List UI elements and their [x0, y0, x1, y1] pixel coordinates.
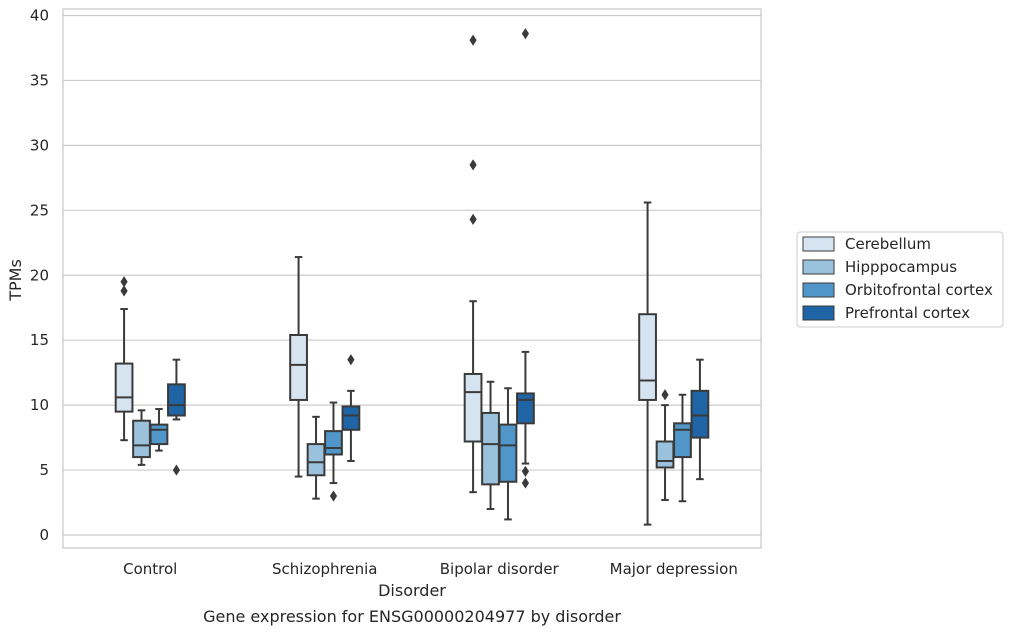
legend-swatch: [802, 282, 835, 298]
outlier-point: [469, 159, 477, 171]
box-plot-item: [149, 408, 169, 452]
box-iqr: [655, 440, 675, 469]
outlier-point: [120, 276, 128, 288]
box-iqr: [638, 313, 657, 401]
y-tick-label: 5: [39, 461, 49, 479]
outlier-point: [347, 354, 355, 366]
box-plot-item: [516, 28, 535, 489]
box-plot-item: [132, 409, 151, 466]
box-iqr: [167, 383, 186, 417]
x-tick-label: Control: [123, 560, 177, 578]
box-plot-item: [673, 393, 692, 503]
y-tick-label: 35: [30, 71, 49, 89]
y-tick-label: 20: [30, 266, 49, 284]
box-iqr: [306, 443, 326, 477]
box-plot-item: [481, 380, 500, 511]
box-plot-item: [655, 389, 675, 501]
outlier-point: [521, 28, 530, 40]
box-plot-item: [114, 276, 134, 442]
box-iqr: [149, 423, 169, 446]
y-tick-label: 25: [30, 201, 49, 219]
legend-label: Hipppocampus: [845, 258, 957, 276]
outlier-point: [120, 285, 128, 297]
y-tick-label: 30: [30, 136, 49, 154]
y-tick-label: 15: [30, 331, 49, 349]
legend-swatch: [802, 305, 835, 321]
box-iqr: [481, 411, 500, 486]
x-tick-label: Schizophrenia: [272, 560, 377, 578]
x-tick-labels: Control Schizophrenia Bipolar disorder Majo…: [123, 560, 738, 578]
outlier-point: [329, 490, 338, 502]
box-iqr: [463, 372, 483, 443]
box-plot-item: [463, 34, 483, 494]
box-plot-item: [289, 256, 308, 478]
legend: Cerebellum Hipppocampus Orbitofrontal cort…: [796, 231, 1004, 328]
outlier-point: [172, 464, 181, 476]
box-iqr: [324, 430, 343, 456]
legend-label: Prefrontal cortex: [845, 304, 970, 322]
box-iqr: [673, 422, 692, 459]
boxes: [114, 28, 710, 526]
outlier-point: [521, 465, 530, 477]
y-tick-label: 40: [30, 6, 49, 24]
chart-caption: Gene expression for ENSG00000204977 by d…: [203, 607, 621, 626]
legend-label: Orbitofrontal cortex: [845, 281, 993, 299]
box-iqr: [341, 405, 361, 431]
box-plot-item: [498, 387, 518, 521]
plot-frame: [62, 8, 762, 549]
legend-swatch: [802, 236, 835, 252]
box-iqr: [690, 389, 710, 439]
box-iqr: [289, 333, 308, 401]
y-tick-label: 0: [39, 526, 49, 544]
outlier-point: [661, 389, 669, 401]
outlier-point: [469, 213, 477, 226]
box-plot-item: [690, 358, 710, 481]
box-iqr: [114, 362, 134, 413]
outlier-point: [469, 34, 477, 46]
outlier-point: [521, 477, 530, 489]
y-tick-labels: 0 5 10 15 20 25 30 35 40: [30, 6, 49, 544]
box-plot-item: [638, 201, 657, 526]
box-iqr: [516, 392, 535, 425]
legend-swatch: [802, 259, 835, 275]
box-plot-item: [341, 354, 361, 462]
legend-label: Cerebellum: [845, 235, 931, 253]
box-iqr: [498, 423, 518, 483]
box-iqr: [132, 419, 151, 459]
box-plot-item: [306, 415, 326, 500]
box-plot-item: [167, 358, 186, 476]
y-tick-label: 10: [30, 396, 49, 414]
x-tick-label: Bipolar disorder: [440, 560, 560, 578]
box-plot-item: [324, 401, 343, 502]
x-tick-label: Major depression: [610, 560, 738, 578]
x-axis-label: Disorder: [378, 581, 446, 600]
legend-frame: [796, 231, 1004, 328]
y-axis-label: TPMs: [6, 259, 25, 302]
